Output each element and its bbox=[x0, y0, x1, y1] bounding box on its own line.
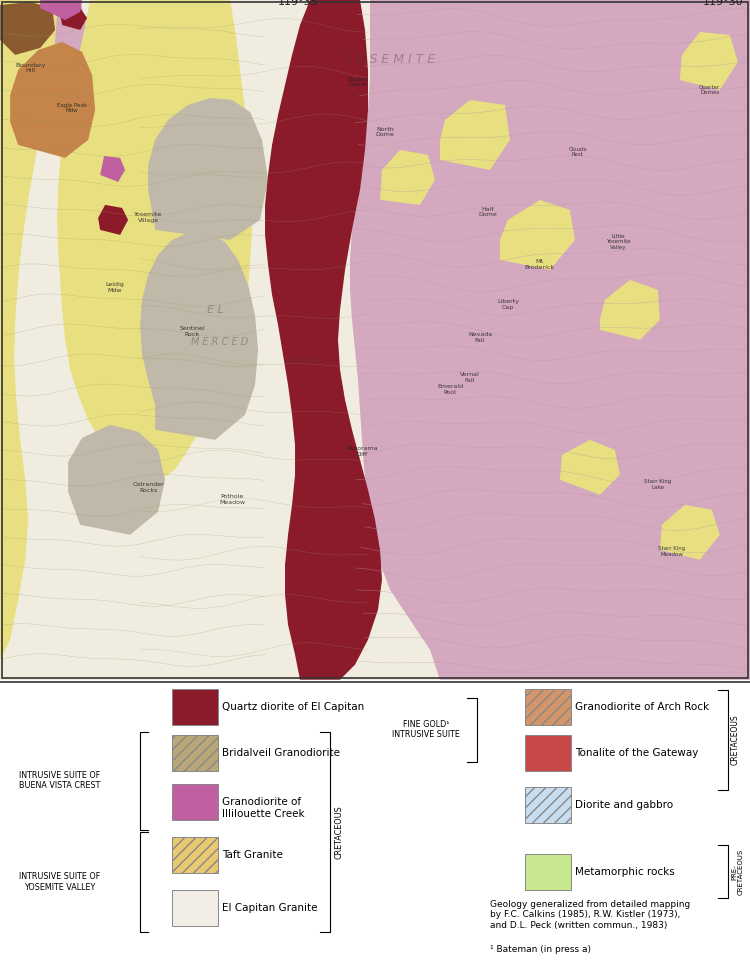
Text: Quartz diorite of El Capitan: Quartz diorite of El Capitan bbox=[222, 702, 364, 711]
Polygon shape bbox=[440, 100, 510, 170]
Text: Starr King
Lake: Starr King Lake bbox=[644, 479, 671, 491]
Polygon shape bbox=[40, 0, 82, 20]
Polygon shape bbox=[265, 0, 382, 680]
Text: Nevada
Fall: Nevada Fall bbox=[468, 332, 492, 344]
Text: Clouds
Rest: Clouds Rest bbox=[568, 147, 587, 157]
Text: Taft Granite: Taft Granite bbox=[222, 850, 283, 860]
Polygon shape bbox=[60, 8, 87, 30]
Text: Ostrander
Rocks: Ostrander Rocks bbox=[132, 482, 164, 493]
Polygon shape bbox=[140, 232, 258, 440]
Text: Liberty
Cap: Liberty Cap bbox=[497, 300, 519, 310]
Polygon shape bbox=[292, 80, 345, 135]
Text: Little
Yosemite
Valley: Little Yosemite Valley bbox=[605, 233, 630, 251]
Text: Yosemite
Village: Yosemite Village bbox=[134, 212, 162, 224]
Text: Granodiorite of Arch Rock: Granodiorite of Arch Rock bbox=[575, 702, 710, 711]
Polygon shape bbox=[560, 440, 620, 494]
Text: North
Dome: North Dome bbox=[376, 127, 394, 137]
Text: Diorite and gabbro: Diorite and gabbro bbox=[575, 800, 674, 810]
Text: Boundary
Hill: Boundary Hill bbox=[15, 62, 45, 73]
Text: Leidig
Mdw: Leidig Mdw bbox=[106, 282, 124, 293]
Bar bbox=[172, 837, 218, 873]
Polygon shape bbox=[0, 0, 750, 680]
Text: Starr King
Meadow: Starr King Meadow bbox=[658, 546, 686, 557]
Bar bbox=[525, 787, 571, 823]
Text: INTRUSIVE SUITE OF
BUENA VISTA CREST: INTRUSIVE SUITE OF BUENA VISTA CREST bbox=[20, 771, 101, 790]
Bar bbox=[172, 734, 218, 771]
Text: M E R C E D: M E R C E D bbox=[191, 337, 249, 347]
Text: Mt.
Broderick: Mt. Broderick bbox=[525, 259, 555, 271]
Text: Emerald
Pool: Emerald Pool bbox=[437, 384, 463, 396]
Text: E L: E L bbox=[207, 305, 224, 315]
Polygon shape bbox=[68, 424, 165, 535]
Text: El Capitan Granite: El Capitan Granite bbox=[222, 903, 317, 913]
Polygon shape bbox=[350, 0, 750, 680]
Text: CRETACEOUS: CRETACEOUS bbox=[731, 714, 740, 765]
Text: Tonalite of the Gateway: Tonalite of the Gateway bbox=[575, 748, 698, 757]
Text: PRE-
CRETACEOUS: PRE- CRETACEOUS bbox=[731, 849, 744, 895]
Text: Granodiorite of
Illilouette Creek: Granodiorite of Illilouette Creek bbox=[222, 797, 304, 819]
Polygon shape bbox=[0, 0, 58, 660]
Text: Basket
Dome: Basket Dome bbox=[347, 77, 369, 87]
Text: Quarter
Domes: Quarter Domes bbox=[699, 84, 721, 95]
Text: Y O S E M I T E: Y O S E M I T E bbox=[344, 54, 436, 66]
Bar bbox=[525, 853, 571, 890]
Text: Sentinel
Rock: Sentinel Rock bbox=[179, 326, 205, 337]
Polygon shape bbox=[10, 42, 95, 158]
Polygon shape bbox=[380, 150, 435, 204]
Text: Eagle Peak
Mdw: Eagle Peak Mdw bbox=[57, 103, 87, 113]
Text: R I V E R: R I V E R bbox=[287, 357, 323, 367]
Bar bbox=[525, 688, 571, 725]
Polygon shape bbox=[600, 280, 660, 340]
Bar bbox=[172, 783, 218, 820]
Text: Metamorphic rocks: Metamorphic rocks bbox=[575, 867, 675, 876]
Text: Pothole
Meadow: Pothole Meadow bbox=[219, 494, 245, 505]
Text: FINE GOLD¹
INTRUSIVE SUITE: FINE GOLD¹ INTRUSIVE SUITE bbox=[392, 720, 460, 739]
Text: INTRUSIVE SUITE OF
YOSEMITE VALLEY: INTRUSIVE SUITE OF YOSEMITE VALLEY bbox=[20, 873, 101, 892]
Bar bbox=[172, 688, 218, 725]
Polygon shape bbox=[0, 2, 56, 55]
Polygon shape bbox=[300, 165, 338, 204]
Text: Vernal
Fall: Vernal Fall bbox=[460, 372, 480, 383]
Polygon shape bbox=[148, 98, 268, 240]
Polygon shape bbox=[57, 0, 252, 480]
Text: 119°30': 119°30' bbox=[703, 0, 747, 7]
Polygon shape bbox=[500, 200, 575, 270]
Text: ¹ Bateman (in press a): ¹ Bateman (in press a) bbox=[490, 946, 591, 954]
Text: 119°35': 119°35' bbox=[278, 0, 322, 7]
Bar bbox=[525, 734, 571, 771]
Text: Bridalveil Granodiorite: Bridalveil Granodiorite bbox=[222, 748, 340, 757]
Polygon shape bbox=[100, 156, 125, 181]
Bar bbox=[172, 890, 218, 926]
Polygon shape bbox=[0, 0, 90, 140]
Text: Panorama
Cliff: Panorama Cliff bbox=[346, 446, 378, 457]
Text: Half
Dome: Half Dome bbox=[478, 206, 497, 217]
Text: CRETACEOUS: CRETACEOUS bbox=[334, 805, 343, 859]
Polygon shape bbox=[680, 32, 738, 90]
Polygon shape bbox=[98, 204, 128, 235]
Text: Geology generalized from detailed mapping
by F.C. Calkins (1985), R.W. Kistler (: Geology generalized from detailed mappin… bbox=[490, 900, 690, 930]
Polygon shape bbox=[660, 505, 720, 560]
